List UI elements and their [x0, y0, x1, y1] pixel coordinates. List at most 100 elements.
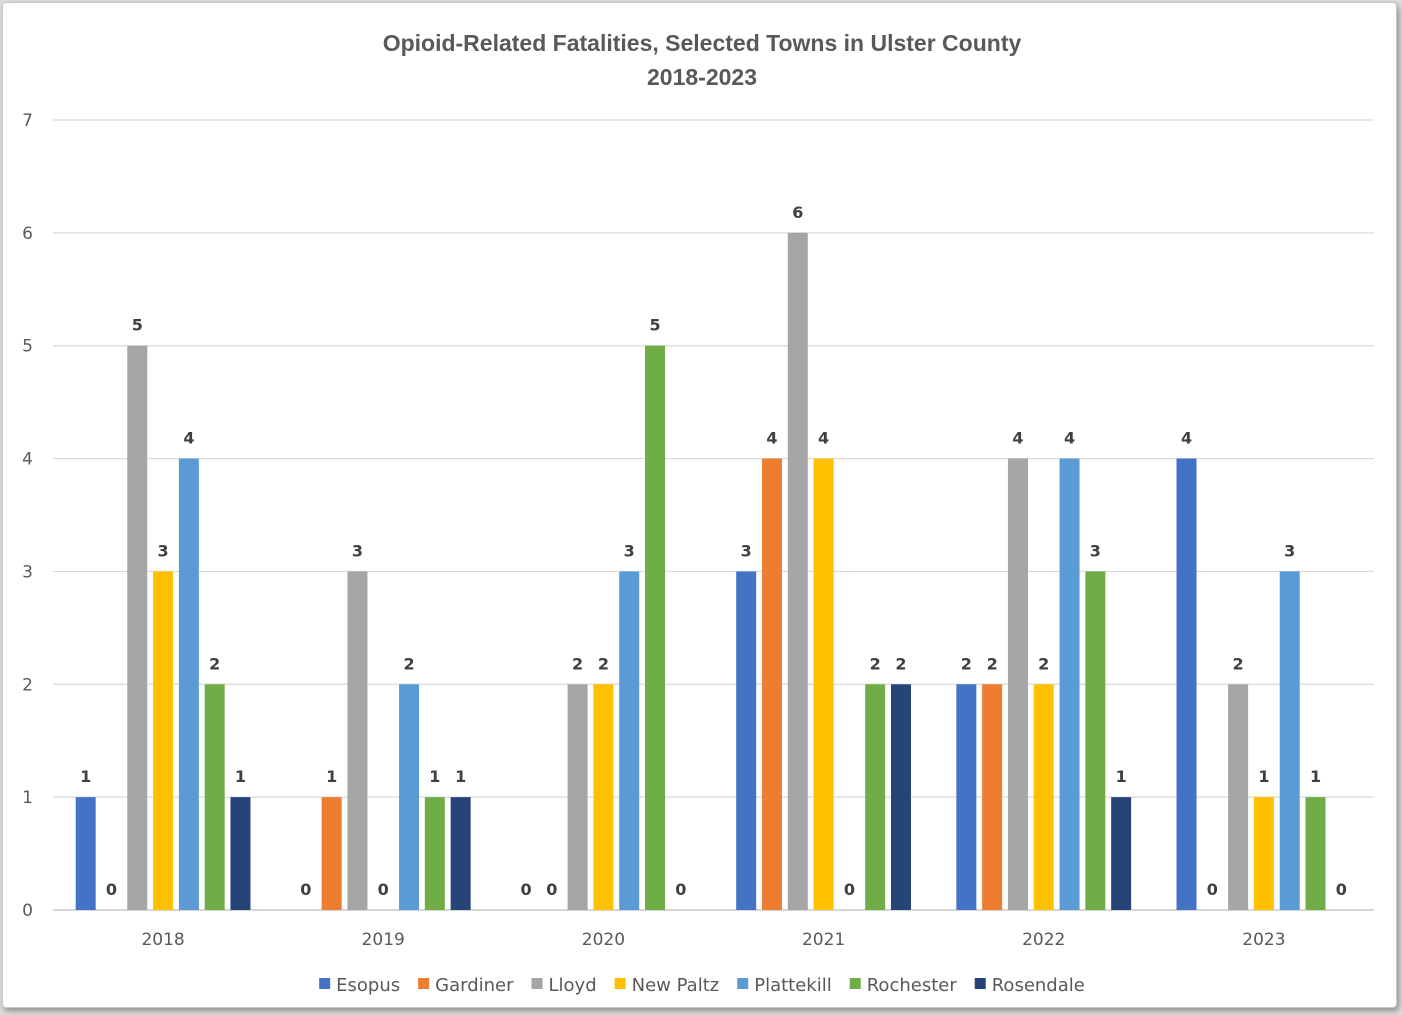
- bar-2021-rosendale: [890, 684, 911, 910]
- bar-2022-rosendale: [1111, 797, 1132, 910]
- y-tick-label: 6: [22, 224, 33, 244]
- chart-title: Opioid-Related Fatalities, Selected Town…: [383, 30, 1022, 56]
- bar-2018-new-paltz: [153, 571, 174, 910]
- data-label: 2: [870, 654, 881, 673]
- bar-2018-rochester: [204, 684, 225, 910]
- legend-item-lloyd: Lloyd: [531, 975, 597, 996]
- x-tick-label: 2018: [141, 930, 184, 950]
- legend-item-plattekill: Plattekill: [737, 975, 832, 996]
- bar-2023-plattekill: [1279, 571, 1300, 910]
- x-tick-label: 2023: [1242, 930, 1285, 950]
- data-label: 2: [987, 654, 998, 673]
- data-label: 4: [1181, 429, 1192, 448]
- data-label: 3: [352, 541, 363, 560]
- data-label: 0: [546, 880, 557, 899]
- data-label: 3: [1284, 541, 1295, 560]
- legend-label: New Paltz: [632, 975, 720, 996]
- bar-2022-esopus: [956, 684, 977, 910]
- data-label: 3: [741, 541, 752, 560]
- bar-2022-plattekill: [1059, 458, 1080, 910]
- data-label: 0: [1207, 880, 1218, 899]
- data-label: 2: [572, 654, 583, 673]
- bar-2023-lloyd: [1228, 684, 1249, 910]
- x-tick-label: 2022: [1022, 930, 1065, 950]
- bar-2023-rochester: [1305, 797, 1326, 910]
- bar-2019-gardiner: [321, 797, 342, 910]
- bar-2022-new-paltz: [1033, 684, 1054, 910]
- data-label: 2: [961, 654, 972, 673]
- legend-label: Esopus: [336, 975, 400, 996]
- bar-2021-new-paltz: [813, 458, 834, 910]
- bar-2020-plattekill: [619, 571, 640, 910]
- legend-label: Gardiner: [435, 975, 514, 996]
- data-label: 4: [766, 429, 777, 448]
- legend-label: Rochester: [867, 975, 958, 996]
- data-label: 5: [132, 316, 143, 335]
- data-label: 1: [235, 767, 246, 786]
- legend-swatch: [974, 978, 986, 989]
- bar-2019-plattekill: [399, 684, 420, 910]
- y-tick-label: 0: [22, 901, 33, 921]
- data-label: 1: [429, 767, 440, 786]
- legend-swatch: [319, 978, 331, 989]
- bar-2018-esopus: [75, 797, 96, 910]
- legend-item-esopus: Esopus: [319, 975, 400, 996]
- data-label: 0: [1336, 880, 1347, 899]
- bar-2022-lloyd: [1007, 458, 1028, 910]
- bar-2018-lloyd: [127, 345, 148, 910]
- y-tick-label: 3: [22, 562, 33, 582]
- y-tick-label: 1: [22, 788, 33, 808]
- legend-swatch: [737, 978, 749, 989]
- chart-subtitle: 2018-2023: [647, 64, 757, 90]
- bars: [75, 232, 1326, 910]
- data-label: 1: [80, 767, 91, 786]
- data-label: 1: [326, 767, 337, 786]
- data-label: 2: [209, 654, 220, 673]
- data-label: 1: [1310, 767, 1321, 786]
- data-label: 5: [649, 316, 660, 335]
- data-label: 0: [106, 880, 117, 899]
- bar-2022-rochester: [1085, 571, 1106, 910]
- bar-2018-plattekill: [178, 458, 199, 910]
- bar-2020-lloyd: [567, 684, 588, 910]
- data-label: 0: [378, 880, 389, 899]
- bar-2021-rochester: [865, 684, 886, 910]
- legend-swatch: [614, 978, 626, 989]
- x-axis-ticks: 2018 2019 2020 2021 2022 2023: [141, 930, 1285, 950]
- legend-item-rosendale: Rosendale: [974, 975, 1085, 996]
- gridlines: [53, 119, 1374, 911]
- data-label: 4: [818, 429, 829, 448]
- legend-swatch: [418, 978, 430, 989]
- data-label: 4: [1064, 429, 1075, 448]
- y-tick-label: 4: [22, 450, 33, 470]
- legend-label: Plattekill: [754, 975, 832, 996]
- bar-2021-gardiner: [761, 458, 782, 910]
- legend-item-new-paltz: New Paltz: [614, 975, 720, 996]
- bar-2023-new-paltz: [1253, 797, 1274, 910]
- data-label: 2: [1233, 654, 1244, 673]
- data-label: 2: [403, 654, 414, 673]
- data-label: 0: [675, 880, 686, 899]
- data-label: 0: [520, 880, 531, 899]
- bar-2022-gardiner: [982, 684, 1003, 910]
- bar-2020-rochester: [645, 345, 666, 910]
- y-tick-label: 7: [22, 111, 33, 131]
- y-axis-ticks: 0 1 2 3 4 5 6 7: [22, 111, 33, 921]
- bar-2019-rosendale: [450, 797, 471, 910]
- bar-2021-esopus: [736, 571, 757, 910]
- legend-item-rochester: Rochester: [849, 975, 958, 996]
- data-label: 6: [792, 203, 803, 222]
- data-label: 3: [1090, 541, 1101, 560]
- bar-2019-rochester: [424, 797, 445, 910]
- bar-2019-lloyd: [347, 571, 368, 910]
- x-tick-label: 2021: [802, 930, 845, 950]
- legend-label: Rosendale: [992, 975, 1085, 996]
- x-tick-label: 2020: [582, 930, 625, 950]
- y-tick-label: 5: [22, 337, 33, 357]
- data-label: 1: [1116, 767, 1127, 786]
- bar-2023-esopus: [1176, 458, 1197, 910]
- bar-2018-rosendale: [230, 797, 251, 910]
- x-tick-label: 2019: [362, 930, 405, 950]
- data-label: 4: [1012, 429, 1023, 448]
